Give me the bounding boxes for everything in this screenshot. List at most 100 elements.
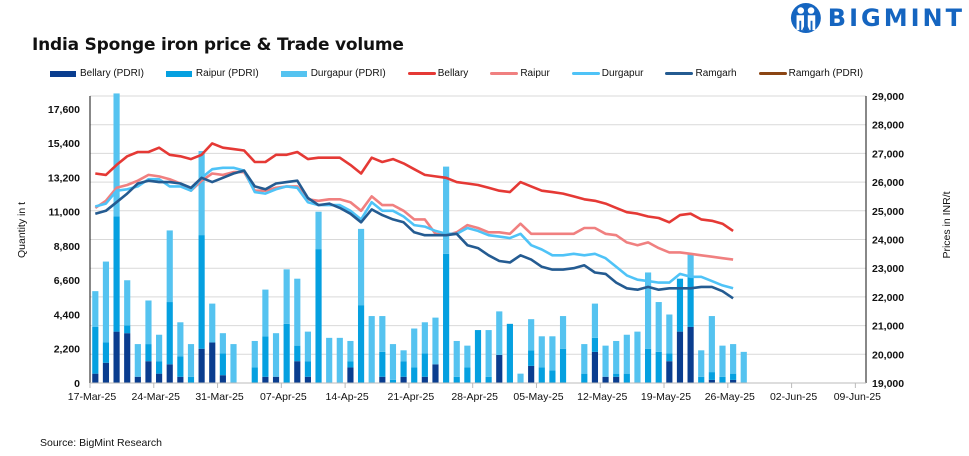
bar-segment-bellary-pdri [496,354,503,383]
bar-segment-durgapur-pdri [145,300,152,345]
bar-segment-durgapur-pdri [634,331,641,383]
bar-segment-raipur-pdri [613,373,620,377]
bar-segment-raipur-pdri [623,373,630,383]
bar-segment-bellary-pdri [272,376,280,383]
y2-axis-label: Prices in INR/t [941,191,953,258]
bar-segment-raipur-pdri [198,235,205,349]
line-raipur [94,170,734,261]
bar-segment-raipur-pdri [453,376,460,383]
bar-segment-raipur-pdri [708,372,715,380]
bar-segment-bellary-pdri [294,361,301,383]
bar-segment-durgapur-pdri [581,344,588,374]
legend-swatch [758,72,787,75]
bar-segment-durgapur-pdri [591,303,599,338]
bar-segment-raipur-pdri [166,302,173,365]
bar-segment-durgapur-pdri [187,344,195,377]
bar-segment-raipur-pdri [719,376,726,383]
y2-tick-label: 27,000 [872,148,904,160]
bar-segment-durgapur-pdri [443,166,450,254]
y-tick-label: 2,200 [54,344,80,356]
bar-segment-durgapur-pdri [347,340,354,362]
bar-segment-raipur-pdri [655,351,662,383]
bar-segment-raipur-pdri [102,342,110,363]
y2-tick-label: 26,000 [872,177,904,189]
bar-segment-durgapur-pdri [272,333,280,377]
bar-segment-durgapur-pdri [177,322,184,357]
bar-segment-durgapur-pdri [485,330,492,377]
bar-segment-durgapur-pdri [666,314,673,354]
bar-segment-bellary-pdri [379,376,386,383]
bar-segment-raipur-pdri [581,373,588,383]
bar-segment-durgapur-pdri [453,340,460,377]
bar-segment-bellary-pdri [262,376,269,383]
bar-segment-durgapur-pdri [294,278,301,346]
bar-segment-raipur-pdri [687,277,694,327]
bar-segment-raipur-pdri [251,367,258,383]
x-tick-label: 12-May-25 [577,391,627,403]
x-tick-label: 07-Apr-25 [260,391,307,403]
x-tick-label: 02-Jun-25 [770,391,817,403]
bar-segment-raipur-pdri [187,376,195,383]
bar-segment-bellary-pdri [113,331,120,383]
source-note: Source: BigMint Research [40,437,162,449]
legend-swatch [490,72,519,75]
chart-title: India Sponge iron price & Trade volume [32,35,404,55]
bar-segment-raipur-pdri [347,361,354,368]
bar-segment-bellary-pdri [92,373,99,383]
bar-segment-raipur-pdri [124,325,131,334]
y2-tick-label: 22,000 [872,292,904,304]
legend-item-durgapur: Durgapur [571,68,644,79]
bar-segment-durgapur-pdri [92,291,99,327]
bar-segment-raipur-pdri [145,344,152,362]
brand-name: BIGMINT [827,4,965,32]
bigmint-logo-icon [790,3,821,33]
bar-segment-bellary-pdri [177,376,184,383]
legend-item-bellary-pdri: Bellary (PDRI) [50,68,144,79]
bar-segment-raipur-pdri [304,361,312,377]
bar-segment-durgapur-pdri [432,317,439,365]
bar-segment-bellary-pdri [730,379,737,383]
bar-segment-durgapur-pdri [389,344,397,380]
y2-tick-label: 21,000 [872,321,904,333]
bar-segment-raipur-pdri [389,379,397,383]
y-axis-label: Quantity in t [16,202,28,258]
bar-segment-durgapur-pdri [538,336,545,368]
chart-legend: Bellary (PDRI) Raipur (PDRI) Durgapur (P… [50,68,885,79]
bar-segment-durgapur-pdri [336,337,343,383]
bigmint-logo: BIGMINT [790,0,965,36]
bar-segment-bellary-pdri [304,376,312,383]
bar-segment-raipur-pdri [506,323,513,383]
bar-segment-bellary-pdri [666,361,673,383]
bar-segment-bellary-pdri [708,379,715,383]
bar-segment-durgapur-pdri [613,340,620,374]
bar-segment-raipur-pdri [219,353,226,376]
legend-item-ramgarh: Ramgarh [665,68,737,79]
legend-label: Bellary [437,68,469,79]
bar-segment-bellary-pdri [156,373,163,383]
bar-segment-durgapur-pdri [134,344,141,377]
bar-segment-durgapur-pdri [209,303,216,343]
bar-segment-durgapur-pdri [740,351,747,383]
legend-label: Ramgarh (PDRI) [788,68,864,79]
legend-item-raipur: Raipur [490,68,550,79]
bar-segment-durgapur-pdri [326,337,333,383]
bar-segment-raipur-pdri [591,337,599,352]
legend-label: Ramgarh [695,68,737,79]
bar-segment-durgapur-pdri [124,280,131,326]
bar-segment-raipur-pdri [294,345,301,362]
y-tick-label: 0 [74,378,80,390]
bar-segment-bellary-pdri [591,351,599,383]
y2-tick-label: 20,000 [872,349,904,361]
bar-segment-durgapur-pdri [198,151,205,236]
bar-segment-durgapur-pdri [559,316,567,349]
bar-segment-durgapur-pdri [156,334,163,362]
legend-item-durgapur-pdri: Durgapur (PDRI) [280,68,386,79]
bar-segment-raipur-pdri [92,326,99,374]
bar-segment-raipur-pdri [666,353,673,362]
bar-segment-bellary-pdri [102,362,110,383]
bar-segment-durgapur-pdri [687,253,694,278]
bar-segment-raipur-pdri [379,351,386,377]
line-ramgarh [94,169,734,300]
bar-segment-raipur-pdri [730,373,737,380]
legend-label: Durgapur [601,68,644,79]
